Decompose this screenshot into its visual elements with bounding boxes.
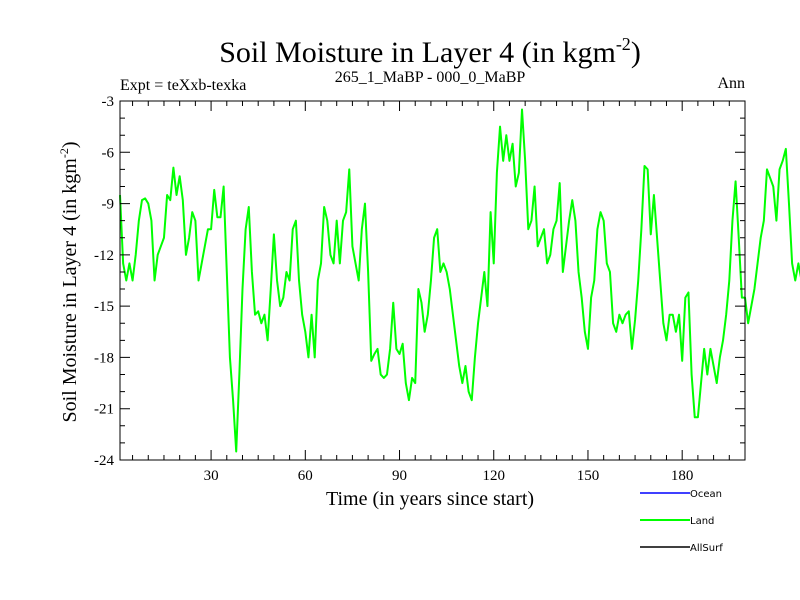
chart-title-superscript: -2	[616, 34, 631, 54]
legend-label-land: Land	[690, 516, 714, 527]
minor-ticks	[120, 101, 745, 460]
plot-frame	[119, 100, 746, 461]
y-tick-label: -24	[94, 453, 114, 469]
y-tick-label: -15	[94, 299, 114, 315]
y-tick-label: -18	[94, 350, 114, 366]
y-tick-label: -21	[94, 402, 114, 418]
y-tick-label: -12	[94, 248, 114, 264]
x-tick-label: 120	[482, 468, 505, 484]
legend-label-ocean: Ocean	[690, 489, 722, 500]
x-tick-label: 90	[392, 468, 407, 484]
legend: Ocean Land AllSurf	[640, 489, 723, 554]
legend-label-allsurf: AllSurf	[690, 543, 723, 554]
x-axis-label: Time (in years since start)	[326, 488, 534, 510]
y-tick-label: -9	[102, 197, 115, 213]
x-tick-label: 30	[204, 468, 219, 484]
y-axis-label: Soil Moisture in Layer 4 (in kgm-2)	[57, 141, 81, 422]
chart-title: Soil Moisture in Layer 4 (in kgm-2)	[219, 34, 641, 69]
subtitle-right: Ann	[717, 75, 745, 92]
x-tick-label: 180	[671, 468, 694, 484]
y-tick-label: -3	[102, 94, 115, 110]
subtitle-left: Expt = teXxb-texka	[120, 77, 246, 94]
y-tick-label: -6	[102, 145, 115, 161]
x-tick-label: 150	[577, 468, 600, 484]
x-tick-label: 60	[298, 468, 313, 484]
series-line-land	[119, 108, 800, 453]
subtitle-center: 265_1_MaBP - 000_0_MaBP	[335, 69, 526, 86]
y-axis-label-close: )	[59, 141, 81, 148]
chart-title-close: )	[631, 36, 641, 69]
y-axis-label-superscript: -2	[57, 148, 71, 158]
